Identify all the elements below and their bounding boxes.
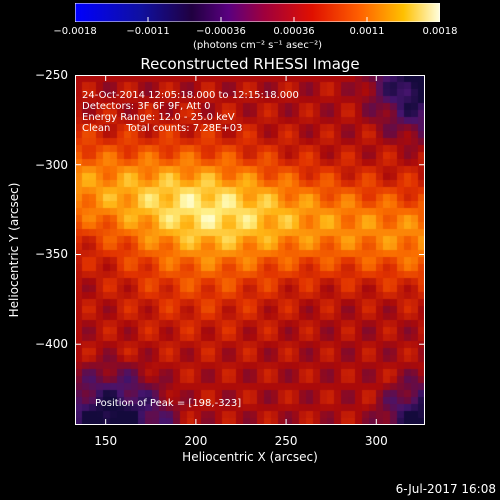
- y-axis-label: Heliocentric Y (arcsec): [7, 182, 21, 318]
- y-tick-label: −300: [35, 157, 68, 172]
- time-range-annotation: 24-Oct-2014 12:05:18.000 to 12:15:18.000: [82, 90, 299, 101]
- x-tick-label: 250: [274, 434, 298, 448]
- footer-date: 6-Jul-2017 16:08: [395, 482, 496, 496]
- plot-frame: [75, 75, 425, 425]
- x-tick-label: 300: [364, 434, 388, 448]
- colorbar-tick-label: −0.0018: [53, 26, 97, 37]
- x-tick-label: 150: [94, 434, 118, 448]
- colorbar-tick-label: 0.00036: [273, 26, 315, 37]
- colorbar-tick-label: −0.0011: [126, 26, 170, 37]
- y-tick-label: −400: [35, 337, 68, 352]
- detectors-annotation: Detectors: 3F 6F 9F, Att 0: [82, 101, 211, 112]
- colorbar-tick-label: −0.00036: [196, 26, 246, 37]
- x-tick-label: 200: [184, 434, 208, 448]
- colorbar-tick-label: 0.0011: [349, 26, 385, 37]
- chart-title: Reconstructed RHESSI Image: [140, 55, 360, 73]
- energy-range-annotation: Energy Range: 12.0 - 25.0 keV: [82, 112, 235, 123]
- y-tick-label: −250: [35, 68, 68, 82]
- peak-annotation: Position of Peak = [198,-323]: [95, 398, 242, 409]
- y-tick-label: −350: [35, 247, 68, 262]
- colorbar-unit-label: (photons cm⁻² s⁻¹ asec⁻²): [192, 40, 323, 51]
- colorbar-tick-label: 0.0018: [422, 26, 458, 37]
- x-axis-label: Heliocentric X (arcsec): [182, 450, 318, 464]
- method-annotation: Clean Total counts: 7.28E+03: [82, 123, 243, 134]
- heatmap-image: [75, 75, 425, 425]
- colorbar: [75, 3, 440, 22]
